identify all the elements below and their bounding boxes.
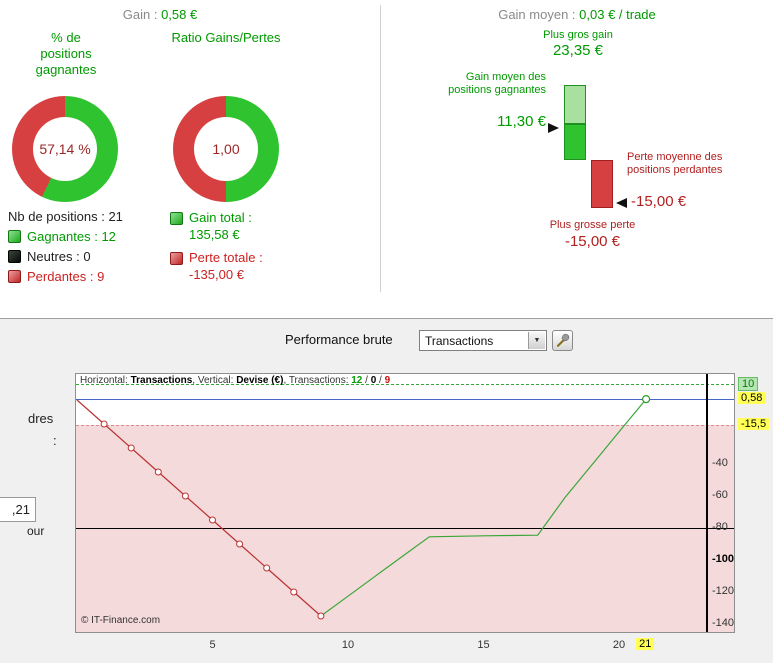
legend-swatch-gain-total (170, 212, 183, 225)
current-value-line (76, 399, 734, 401)
header-wins-count: 12 (351, 375, 363, 386)
perte-totale: Perte totale : -135,00 € (189, 249, 263, 283)
avg-gain-value: 11,30 € (497, 113, 546, 130)
gain-total-label: Gain total : (189, 210, 252, 225)
avg-gain-summary: Gain moyen : 0,03 € / trade (427, 7, 727, 22)
y-badge-current: 0,58 (738, 392, 766, 405)
chart-legend-header: Horizontal: Transactions, Vertical: Devi… (80, 375, 390, 386)
y-axis-label: -140 (712, 617, 735, 629)
header-h-value: Transactions (130, 375, 193, 386)
avg-gain-title-label: Gain moyen : (498, 7, 576, 22)
y-axis-label: -60 (712, 489, 728, 501)
avg-loss-value: -15,00 € (631, 193, 687, 210)
legend-swatch-neutres (8, 250, 21, 263)
x-axis-highlight-label: 21 (636, 638, 655, 650)
avg-gain-label: Gain moyen des positions gagnantes (448, 71, 546, 96)
legend-swatch-perte-totale (170, 252, 183, 265)
ratio-value: 1,00 (212, 141, 240, 157)
reference-line (76, 528, 734, 529)
gain-label: Gain : (122, 7, 158, 22)
gain-bar-solid-segment (564, 123, 586, 160)
gain-total-value: 135,58 € (189, 227, 240, 242)
cropped-panel-text-3: our (27, 524, 45, 538)
header-slash2: / (376, 375, 385, 386)
legend-swatch-gagnantes (8, 230, 21, 243)
lower-threshold-line (76, 424, 734, 426)
y-axis-label: -120 (712, 585, 735, 597)
gain-total: Gain total : 135,58 € (189, 209, 252, 243)
x-axis-label: 15 (477, 639, 490, 651)
gain-summary: Gain : 0,58 € (40, 7, 280, 22)
gain-value: 0,58 € (161, 7, 198, 22)
max-loss-value: -15,00 € (564, 233, 621, 250)
header-losses-count: 9 (384, 375, 391, 386)
legend-neutres: Neutres : 0 (27, 249, 91, 264)
copyright-label: © IT-Finance.com (81, 615, 161, 626)
max-gain-label: Plus gros gain (543, 29, 613, 41)
wrench-icon (556, 333, 570, 347)
cropped-panel-text-1: dres (28, 411, 54, 426)
legend-perdantes: Perdantes : 9 (27, 269, 105, 284)
ratio-donut-title: Ratio Gains/Pertes (171, 30, 281, 45)
chart-section-title: Performance brute (285, 332, 393, 347)
chart-type-dropdown[interactable]: Transactions ▼ (419, 330, 547, 351)
legend-swatch-perdantes (8, 270, 21, 283)
avg-loss-label: Perte moyenne des positions perdantes (627, 151, 723, 176)
x-axis-label: 5 (209, 639, 216, 651)
y-axis-label: -100 (712, 553, 735, 565)
header-neutres-count: 0 (370, 375, 377, 386)
header-v-value: Devise (€) (236, 375, 284, 386)
winrate-donut-title: % de positions gagnantes (35, 30, 97, 77)
arrow-left-icon (616, 198, 627, 208)
performance-chart-plot-area[interactable]: Horizontal: Transactions, Vertical: Devi… (75, 373, 735, 633)
gain-bar-light-segment (564, 85, 586, 124)
y-badge-upper: 10 (738, 377, 759, 391)
nb-positions: Nb de positions : 21 (8, 209, 123, 224)
header-sep1: , Vertical: (192, 375, 237, 386)
y-axis-label: -40 (712, 457, 728, 469)
upper-threshold-line (76, 384, 734, 385)
header-sep2: , Transactions: (283, 375, 352, 386)
arrow-right-icon (548, 123, 559, 133)
ratio-donut-chart: 1,00 (173, 96, 279, 202)
header-slash1: / (362, 375, 371, 386)
cropped-panel-text-2: : (53, 433, 57, 448)
x-axis-label: 20 (612, 639, 626, 651)
horizontal-divider (0, 318, 773, 319)
chevron-down-icon[interactable]: ▼ (528, 332, 545, 349)
cropped-panel-value-box[interactable]: ,21 (0, 497, 36, 522)
max-loss-label: Plus grosse perte (549, 219, 636, 231)
winrate-donut-chart: 57,14 % (12, 96, 118, 202)
loss-bar (591, 160, 613, 208)
avg-gain-title-value: 0,03 € / trade (579, 7, 656, 22)
perte-totale-value: -135,00 € (189, 267, 244, 282)
winrate-donut-hole: 57,14 % (33, 117, 97, 181)
ratio-donut-hole: 1,00 (194, 117, 258, 181)
y-axis-label: -80 (712, 521, 728, 533)
legend-gagnantes: Gagnantes : 12 (27, 229, 116, 244)
equity-curve (76, 395, 651, 620)
max-gain-value: 23,35 € (552, 42, 604, 59)
chart-settings-button[interactable] (552, 330, 573, 351)
dropdown-selected-value: Transactions (425, 334, 494, 348)
x-axis-label: 10 (341, 639, 355, 651)
right-axis-line (706, 374, 708, 632)
perte-totale-label: Perte totale : (189, 250, 263, 265)
header-h-label: Horizontal: (80, 375, 131, 386)
winrate-value: 57,14 % (39, 141, 91, 157)
y-badge-lower: -15,5 (738, 417, 770, 430)
vertical-divider (380, 5, 381, 292)
